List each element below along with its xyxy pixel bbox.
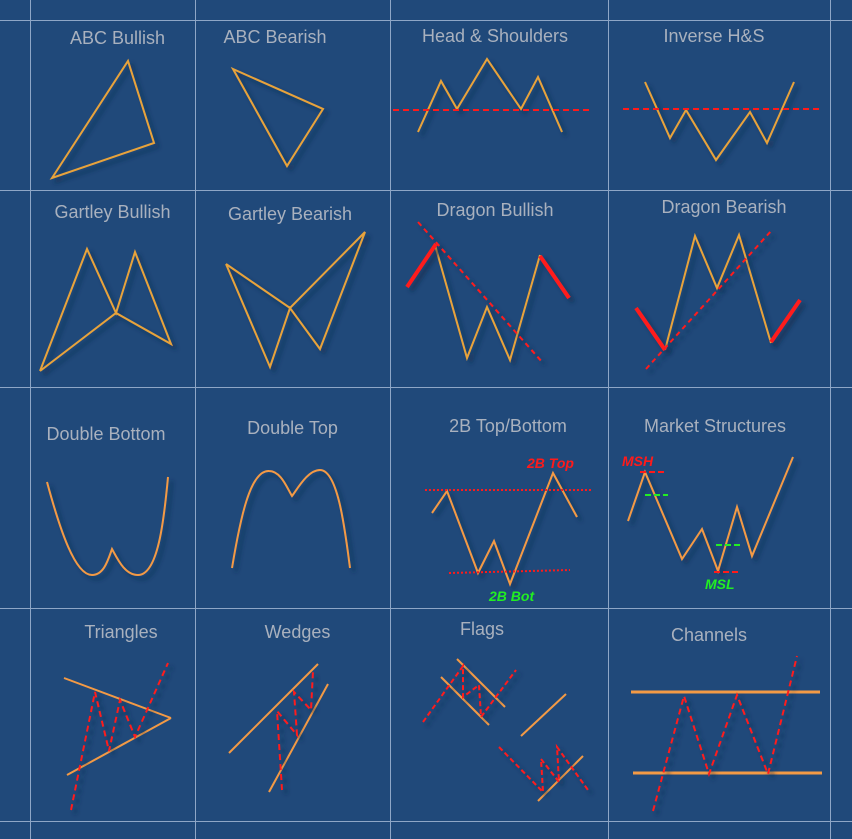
dragon-bullish-line: [434, 244, 541, 363]
pattern-title-inverse-hs: Inverse H&S: [663, 26, 765, 46]
flag-down-price-line: [498, 743, 589, 795]
pattern-title-abc-bullish: ABC Bullish: [69, 28, 166, 48]
grid-line-vertical: [608, 0, 609, 839]
gartley-bullish-line: [39, 246, 173, 372]
wedge-price-line: [275, 670, 314, 791]
pattern-title-channels: Channels: [670, 625, 748, 645]
flag-up-price-line: [422, 662, 517, 723]
pattern-title-flags: Flags: [459, 619, 504, 639]
pattern-title-double-bottom: Double Bottom: [46, 424, 166, 444]
pattern-title-head-shoulders: Head & Shoulders: [421, 26, 569, 46]
label-2b-bot: 2B Bot: [488, 588, 535, 604]
grid-line-horizontal: [0, 608, 852, 609]
gartley-bearish-line: [225, 231, 366, 370]
pattern-title-gartley-bullish: Gartley Bullish: [54, 202, 171, 222]
grid-line-vertical: [30, 0, 31, 839]
pattern-title-market-structures: Market Structures: [643, 416, 787, 436]
grid-line-vertical: [390, 0, 391, 839]
head-shoulders-line: [417, 57, 563, 133]
pattern-title-dragon-bearish: Dragon Bearish: [661, 197, 787, 217]
pattern-title-2b-top-bottom: 2B Top/Bottom: [449, 416, 567, 436]
grid-line-horizontal: [0, 387, 852, 388]
pattern-title-wedges: Wedges: [264, 622, 331, 642]
double-top-curve: [231, 468, 351, 569]
grid-line-horizontal: [0, 190, 852, 191]
grid-line-vertical: [195, 0, 196, 839]
label-msl: MSL: [705, 576, 735, 592]
channel-price-line: [652, 655, 798, 812]
abc-bearish-shape: [230, 66, 325, 168]
grid-line-vertical: [830, 0, 831, 839]
label-msh: MSH: [622, 453, 654, 469]
pattern-title-abc-bearish: ABC Bearish: [223, 27, 327, 47]
inverse-hs-line: [644, 81, 795, 162]
grid-line-horizontal: [0, 20, 852, 21]
market-structure-line: [627, 456, 794, 575]
label-2b-top: 2B Top: [526, 455, 574, 471]
pattern-title-gartley-bearish: Gartley Bearish: [227, 204, 353, 224]
pattern-title-dragon-bullish: Dragon Bullish: [436, 200, 554, 220]
pattern-title-triangles: Triangles: [84, 622, 158, 642]
triangle-price-line: [70, 662, 169, 811]
grid-line-horizontal: [0, 821, 852, 822]
pattern-title-double-top: Double Top: [247, 418, 338, 438]
double-bottom-curve: [46, 476, 169, 577]
dragon-bearish-line: [664, 232, 772, 351]
abc-bullish-shape: [49, 58, 156, 180]
